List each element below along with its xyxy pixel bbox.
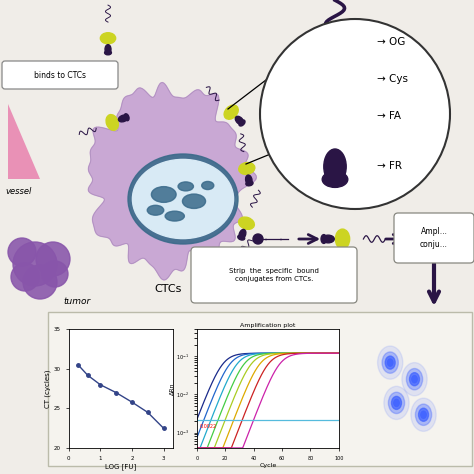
Ellipse shape: [239, 163, 255, 174]
Ellipse shape: [118, 115, 128, 122]
FancyArrowPatch shape: [401, 235, 465, 241]
Circle shape: [23, 265, 57, 299]
Text: → FA: → FA: [377, 111, 401, 121]
Ellipse shape: [178, 182, 193, 191]
Ellipse shape: [306, 104, 364, 146]
Circle shape: [260, 19, 450, 209]
Ellipse shape: [128, 154, 238, 244]
Circle shape: [385, 356, 395, 369]
Circle shape: [402, 363, 427, 396]
Text: → FR: → FR: [377, 161, 402, 171]
Ellipse shape: [124, 114, 129, 121]
Text: 0.0022: 0.0022: [200, 424, 217, 429]
Text: Ampl...
conju...: Ampl... conju...: [420, 227, 448, 249]
FancyArrowPatch shape: [429, 264, 439, 301]
FancyBboxPatch shape: [2, 61, 118, 89]
Ellipse shape: [322, 172, 348, 187]
Text: binds to CTCs: binds to CTCs: [34, 71, 86, 80]
Text: tumor: tumor: [63, 297, 90, 306]
Y-axis label: ΔRn: ΔRn: [170, 383, 175, 395]
Circle shape: [412, 375, 417, 383]
Polygon shape: [8, 104, 40, 179]
Ellipse shape: [223, 255, 237, 269]
FancyArrowPatch shape: [386, 235, 402, 244]
Ellipse shape: [105, 51, 111, 55]
Ellipse shape: [335, 229, 350, 249]
Text: → Cys: → Cys: [377, 74, 408, 84]
FancyBboxPatch shape: [191, 247, 357, 303]
Ellipse shape: [246, 175, 252, 185]
Ellipse shape: [132, 159, 234, 238]
Ellipse shape: [238, 235, 245, 240]
Circle shape: [394, 399, 399, 407]
Ellipse shape: [216, 270, 222, 276]
Ellipse shape: [224, 105, 238, 119]
Text: vessel: vessel: [5, 187, 31, 196]
Ellipse shape: [182, 194, 206, 209]
Ellipse shape: [239, 120, 245, 126]
Text: → OG: → OG: [377, 37, 405, 47]
Circle shape: [378, 346, 403, 379]
Circle shape: [421, 411, 426, 419]
X-axis label: LOG [FU]: LOG [FU]: [105, 464, 137, 470]
Circle shape: [419, 408, 428, 421]
Ellipse shape: [147, 205, 164, 215]
Ellipse shape: [235, 116, 244, 125]
Ellipse shape: [412, 235, 424, 243]
Circle shape: [382, 352, 398, 374]
Ellipse shape: [324, 149, 346, 184]
Text: Strip  the  specific  bound
conjugates from CTCs.: Strip the specific bound conjugates from…: [229, 267, 319, 283]
Circle shape: [253, 234, 263, 244]
Ellipse shape: [218, 266, 226, 274]
Circle shape: [415, 404, 432, 426]
Circle shape: [13, 242, 57, 286]
Ellipse shape: [165, 211, 184, 221]
Ellipse shape: [322, 235, 334, 243]
Circle shape: [388, 392, 405, 413]
Circle shape: [406, 369, 423, 390]
Ellipse shape: [411, 235, 417, 244]
Circle shape: [411, 398, 436, 431]
Circle shape: [410, 373, 419, 386]
Ellipse shape: [246, 181, 253, 186]
Circle shape: [384, 386, 409, 419]
Circle shape: [392, 396, 401, 410]
Circle shape: [42, 261, 68, 287]
Ellipse shape: [151, 187, 176, 202]
FancyBboxPatch shape: [48, 312, 472, 466]
Ellipse shape: [106, 115, 118, 130]
Title: Amplification plot: Amplification plot: [240, 323, 295, 328]
Ellipse shape: [105, 45, 111, 54]
Ellipse shape: [100, 33, 116, 44]
Circle shape: [36, 242, 70, 276]
Circle shape: [8, 238, 36, 266]
Circle shape: [11, 263, 39, 291]
X-axis label: Cycle: Cycle: [259, 464, 276, 468]
Ellipse shape: [321, 235, 327, 244]
Text: CTCs: CTCs: [155, 284, 182, 294]
Polygon shape: [88, 82, 256, 280]
FancyArrowPatch shape: [299, 235, 317, 244]
Ellipse shape: [202, 182, 214, 190]
Ellipse shape: [239, 229, 246, 239]
FancyBboxPatch shape: [394, 213, 474, 263]
Circle shape: [387, 359, 393, 366]
Y-axis label: CT (cycles): CT (cycles): [45, 369, 51, 408]
Ellipse shape: [238, 217, 255, 229]
Ellipse shape: [425, 229, 440, 249]
